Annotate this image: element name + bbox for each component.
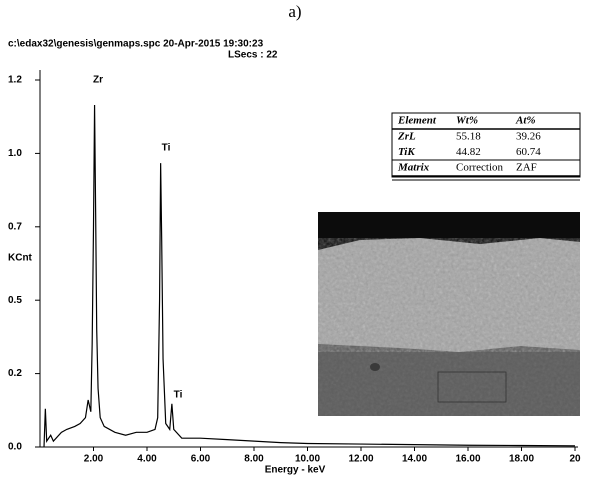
peak-annotation: Zr	[93, 75, 103, 86]
file-header: c:\edax32\genesis\genmaps.spc 20-Apr-201…	[8, 39, 264, 50]
y-tick-label: 1.2	[8, 75, 22, 86]
y-tick-label: 0.2	[8, 368, 22, 379]
x-axis-label: Energy - keV	[265, 465, 326, 476]
table-cell: ZrL	[397, 131, 416, 143]
y-tick-label: 0.7	[8, 221, 22, 232]
table-header: Wt%	[456, 115, 478, 127]
table-cell: 60.74	[516, 146, 541, 158]
table-header: At%	[515, 115, 536, 127]
table-cell: 55.18	[456, 131, 481, 143]
x-tick-label: 14.00	[402, 454, 427, 465]
table-cell: Correction	[456, 162, 504, 174]
y-tick-label: 0.5	[8, 295, 22, 306]
chart: a) c:\edax32\genesis\genmaps.spc 20-Apr-…	[0, 0, 589, 484]
peak-annotation: Ti	[174, 390, 183, 401]
results-table: Element Wt% At% ZrL 55.18 39.26 TiK 44.82 60.74 M…	[392, 113, 580, 180]
y-tick-label: 0.0	[8, 442, 22, 453]
y-tick-label: 1.0	[8, 148, 22, 159]
table-cell: TiK	[398, 146, 415, 158]
x-tick-label: 2.00	[84, 454, 104, 465]
table-cell: ZAF	[516, 162, 537, 174]
x-tick-label: 16.00	[455, 454, 480, 465]
table-cell: Matrix	[397, 162, 430, 174]
x-tick-label: 4.00	[137, 454, 157, 465]
table-cell: 39.26	[516, 131, 541, 143]
x-tick-label: 20	[569, 454, 581, 465]
table-cell: 44.82	[456, 146, 481, 158]
y-axis-label: KCnt	[8, 253, 33, 264]
sem-image	[318, 212, 580, 416]
x-tick-label: 10.00	[295, 454, 320, 465]
x-tick-label: 8.00	[244, 454, 264, 465]
x-tick-label: 18.00	[509, 454, 534, 465]
x-tick-label: 12.00	[348, 454, 373, 465]
caption: a)	[288, 2, 301, 21]
table-header: Element	[397, 115, 437, 127]
peak-annotation: Ti	[162, 143, 171, 154]
sub-header: LSecs : 22	[228, 50, 278, 61]
x-tick-label: 6.00	[191, 454, 211, 465]
